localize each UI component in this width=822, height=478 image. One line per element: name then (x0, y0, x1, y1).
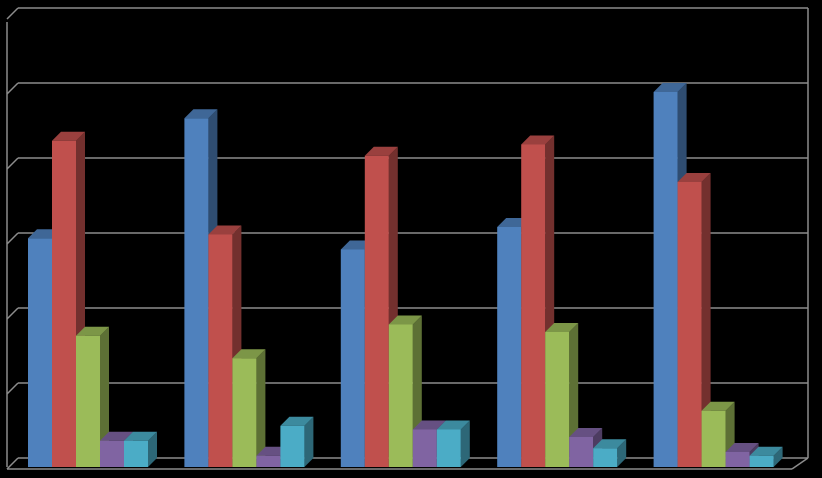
bar (412, 429, 437, 467)
bar-top (436, 420, 470, 430)
bar (256, 455, 281, 467)
bar-top (653, 83, 687, 92)
grid-line-side (6, 382, 19, 395)
grid-line-side (6, 157, 19, 170)
bar-top (388, 315, 422, 325)
bar-top (76, 326, 109, 336)
bar-side (148, 431, 157, 467)
bar (340, 249, 365, 467)
bar (124, 440, 148, 467)
bar-top (184, 109, 218, 119)
bar-top (412, 420, 446, 430)
bar-side (617, 439, 627, 467)
bar-top (364, 146, 398, 156)
bar (749, 455, 774, 467)
bar-side (773, 446, 783, 467)
bar (677, 182, 702, 467)
bar-top (677, 173, 711, 182)
bar-side (304, 416, 314, 467)
bar-side (100, 326, 109, 467)
grid-line-side (6, 232, 19, 245)
bar (593, 448, 618, 467)
bar (100, 440, 124, 467)
bar (436, 429, 461, 467)
bar (497, 227, 522, 467)
bar (653, 92, 678, 467)
bar (521, 144, 546, 467)
floor-edge (791, 457, 809, 470)
grid-line-side (6, 307, 19, 320)
bar-top (208, 225, 242, 235)
bar-top (100, 431, 133, 441)
bar-top (545, 323, 579, 332)
bar (569, 437, 594, 467)
bar (388, 324, 413, 467)
grid-line-side (6, 7, 19, 20)
bar-side (701, 173, 711, 467)
bar-top (232, 349, 266, 359)
bar-top (280, 416, 314, 426)
bar (184, 118, 209, 467)
bar (232, 358, 257, 467)
bar (701, 410, 726, 467)
bar (545, 332, 570, 467)
bar-side (460, 420, 470, 467)
bar-top (569, 428, 603, 437)
bar-top (593, 439, 627, 449)
bar-top (725, 443, 759, 452)
bar-top (52, 131, 85, 141)
bar-top (521, 135, 555, 145)
bar (725, 452, 750, 467)
bar (76, 335, 100, 467)
grid-line-side (6, 457, 19, 470)
bar-top (749, 446, 783, 456)
grid-line-side (6, 82, 19, 95)
bar-top (124, 431, 157, 441)
bar (52, 140, 76, 467)
bar (208, 234, 233, 467)
bar-top (701, 401, 735, 411)
bar (364, 155, 389, 467)
bar (280, 425, 305, 467)
bar-side (256, 349, 266, 467)
bar (28, 238, 52, 467)
